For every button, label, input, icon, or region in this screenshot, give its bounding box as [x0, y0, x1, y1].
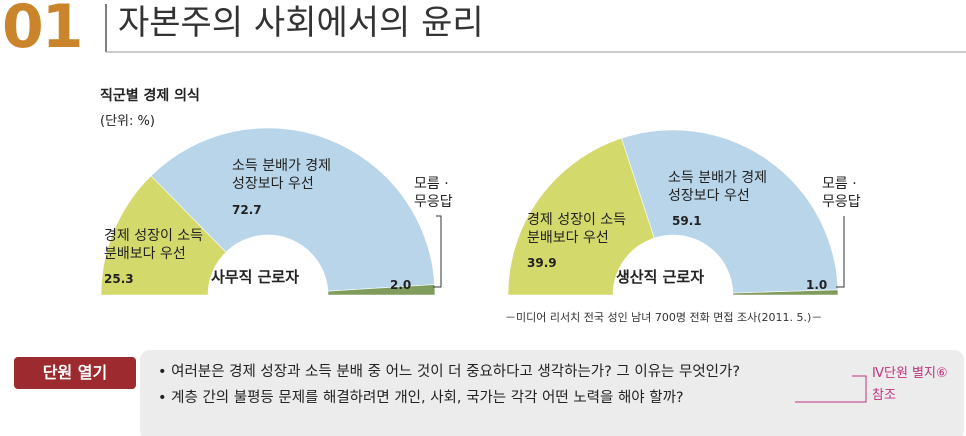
- category-label: 경제 성장이 소득 분배보다 우선: [527, 212, 627, 246]
- category-label: 소득 분배가 경제 성장보다 우선: [668, 170, 768, 204]
- chapter-number: 01: [2, 0, 83, 62]
- unit: (단위: %): [100, 114, 155, 129]
- value-label: 72.7: [232, 203, 262, 217]
- side-note: Ⅳ단원 별지⑥: [872, 366, 948, 381]
- segment: [100, 175, 227, 296]
- question: 계층 간의 불평등 문제를 해결하려면 개인, 사회, 국가는 각각 어떤 노력…: [158, 389, 683, 407]
- segment: [621, 129, 839, 294]
- segment: [507, 137, 655, 296]
- value-label: 39.9: [527, 256, 557, 270]
- value-label: 25.3: [104, 272, 134, 286]
- center-label: 생산직 근로자: [616, 268, 705, 286]
- chart-title: 직군별 경제 의식: [100, 88, 200, 104]
- category-label: 소득 분배가 경제 성장보다 우선: [232, 158, 332, 192]
- category-label: 모름 · 무응답: [822, 176, 861, 210]
- leader-line: [433, 215, 442, 288]
- category-label: 경제 성장이 소득 분배보다 우선: [104, 228, 204, 262]
- note-leader: [795, 375, 867, 403]
- section-label: 단원 열기: [14, 357, 136, 389]
- category-label: 모름 · 무응답: [414, 176, 453, 210]
- source: －미디어 리서치 전국 성인 남녀 700명 전화 면접 조사(2011. 5.…: [505, 311, 823, 324]
- leader-line: [836, 216, 845, 288]
- side-note: 참조: [872, 388, 896, 403]
- value-label: 1.0: [806, 278, 828, 292]
- segment: [732, 289, 839, 296]
- value-label: 59.1: [672, 214, 702, 228]
- chapter-title: 자본주의 사회에서의 윤리: [118, 3, 484, 43]
- segment: [150, 127, 435, 292]
- center-label: 사무직 근로자: [211, 268, 300, 286]
- segment: [327, 284, 436, 296]
- question: 여러분은 경제 성장과 소득 분배 중 어느 것이 더 중요하다고 생각하는가?…: [158, 363, 740, 381]
- value-label: 2.0: [390, 278, 412, 292]
